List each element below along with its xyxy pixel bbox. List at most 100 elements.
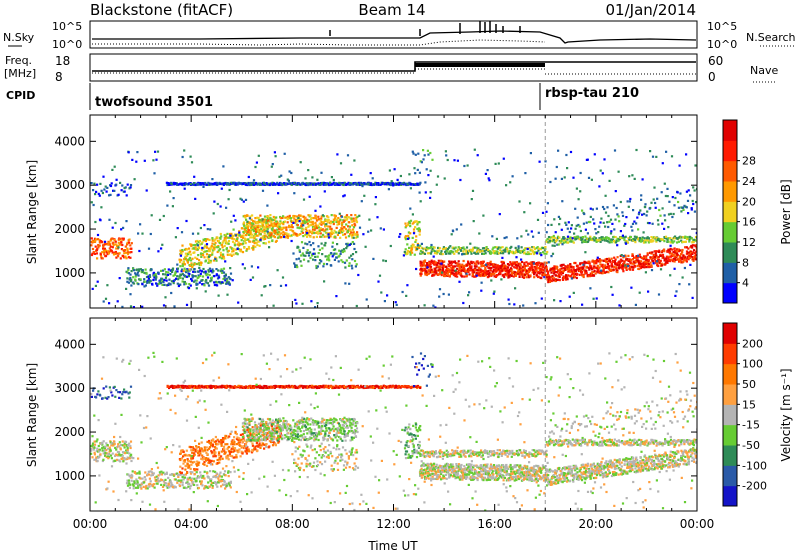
heatmap-cell bbox=[264, 285, 267, 288]
heatmap-cell bbox=[638, 265, 641, 268]
heatmap-cell bbox=[155, 475, 158, 478]
heatmap-cell bbox=[254, 217, 257, 220]
heatmap-cell bbox=[117, 241, 120, 244]
heatmap-cell bbox=[241, 234, 244, 237]
heatmap-cell bbox=[442, 268, 445, 271]
heatmap-cell bbox=[149, 470, 152, 473]
heatmap-cell bbox=[356, 231, 359, 234]
heatmap-cell bbox=[348, 282, 351, 285]
heatmap-cell bbox=[630, 286, 633, 289]
heatmap-cell bbox=[406, 182, 409, 185]
heatmap-cell bbox=[218, 242, 221, 245]
heatmap-cell bbox=[247, 183, 250, 186]
heatmap-cell bbox=[599, 169, 602, 172]
heatmap-cell bbox=[694, 244, 697, 247]
heatmap-cell bbox=[569, 275, 572, 278]
heatmap-cell bbox=[475, 250, 479, 253]
heatmap-cell bbox=[520, 260, 524, 264]
heatmap-cell bbox=[113, 385, 116, 388]
heatmap-cell bbox=[317, 245, 320, 248]
heatmap-cell bbox=[551, 268, 554, 271]
heatmap-cell bbox=[315, 235, 318, 238]
heatmap-cell bbox=[216, 250, 219, 254]
heatmap-cell bbox=[658, 208, 661, 212]
heatmap-cell bbox=[643, 260, 646, 263]
heatmap-cell bbox=[444, 250, 447, 253]
heatmap-cell bbox=[256, 234, 259, 237]
heatmap-cell bbox=[601, 172, 604, 175]
heatmap-cell bbox=[520, 249, 523, 253]
heatmap-cell bbox=[684, 256, 687, 259]
heatmap-cell bbox=[697, 252, 699, 254]
heatmap-cell bbox=[478, 232, 481, 235]
heatmap-cell bbox=[216, 284, 219, 287]
heatmap-cell bbox=[402, 254, 405, 257]
heatmap-cell bbox=[352, 182, 355, 185]
heatmap-cell bbox=[613, 256, 616, 259]
heatmap-cell bbox=[139, 278, 142, 281]
heatmap-cell bbox=[371, 183, 374, 187]
heatmap-cell bbox=[573, 236, 577, 239]
heatmap-cell bbox=[424, 270, 427, 273]
heatmap-cell bbox=[599, 221, 602, 224]
heatmap-cell bbox=[278, 228, 281, 231]
heatmap-cell bbox=[330, 252, 333, 255]
heatmap-cell bbox=[345, 247, 348, 250]
heatmap-cell bbox=[671, 215, 674, 219]
heatmap-cell bbox=[231, 279, 234, 282]
heatmap-cell bbox=[545, 269, 548, 272]
heatmap-cell bbox=[490, 251, 493, 254]
heatmap-cell bbox=[200, 261, 203, 265]
heatmap-cell bbox=[663, 259, 666, 262]
heatmap-cell bbox=[682, 208, 685, 211]
heatmap-cell bbox=[247, 245, 250, 249]
heatmap-cell bbox=[576, 268, 579, 271]
heatmap-cell bbox=[115, 454, 118, 457]
heatmap-cell bbox=[305, 229, 308, 232]
heatmap-cell bbox=[208, 254, 211, 257]
heatmap-cell bbox=[103, 240, 107, 243]
heatmap-cell bbox=[422, 149, 425, 152]
heatmap-cell bbox=[647, 290, 650, 293]
heatmap-cell bbox=[198, 263, 201, 266]
heatmap-cell bbox=[253, 220, 256, 223]
heatmap-cell bbox=[91, 252, 94, 255]
heatmap-cell bbox=[345, 215, 348, 218]
heatmap-cell bbox=[124, 452, 127, 455]
heatmap-cell bbox=[601, 263, 604, 266]
heatmap-cell bbox=[202, 267, 205, 271]
heatmap-cell bbox=[91, 444, 94, 447]
heatmap-cell bbox=[315, 266, 318, 270]
heatmap-cell bbox=[263, 215, 267, 218]
heatmap-cell bbox=[690, 208, 693, 211]
heatmap-cell bbox=[161, 479, 164, 482]
heatmap-cell bbox=[566, 227, 569, 230]
heatmap-cell bbox=[635, 148, 638, 152]
heatmap-cell bbox=[610, 285, 613, 289]
heatmap-cell bbox=[463, 268, 466, 271]
heatmap-cell bbox=[290, 223, 293, 226]
heatmap-cell bbox=[564, 239, 567, 242]
heatmap-cell bbox=[399, 233, 402, 236]
heatmap-cell bbox=[351, 236, 354, 239]
heatmap-cell bbox=[555, 270, 558, 274]
heatmap-cell bbox=[600, 237, 603, 240]
heatmap-cell bbox=[114, 221, 117, 225]
heatmap-cell bbox=[138, 472, 141, 475]
heatmap-cell bbox=[104, 396, 107, 399]
heatmap-cell bbox=[161, 243, 164, 246]
heatmap-cell bbox=[347, 216, 350, 219]
heatmap-cell bbox=[280, 226, 284, 229]
heatmap-cell bbox=[634, 241, 637, 244]
heatmap-cell bbox=[484, 267, 487, 270]
heatmap-cell bbox=[515, 271, 518, 274]
heatmap-cell bbox=[470, 267, 473, 270]
heatmap-cell bbox=[170, 482, 173, 485]
heatmap-cell bbox=[388, 169, 391, 172]
heatmap-cell bbox=[263, 228, 266, 232]
heatmap-cell bbox=[565, 274, 568, 277]
heatmap-cell bbox=[517, 270, 521, 273]
heatmap-cell bbox=[132, 306, 135, 308]
heatmap-cell bbox=[353, 247, 356, 251]
heatmap-cell bbox=[119, 237, 122, 240]
